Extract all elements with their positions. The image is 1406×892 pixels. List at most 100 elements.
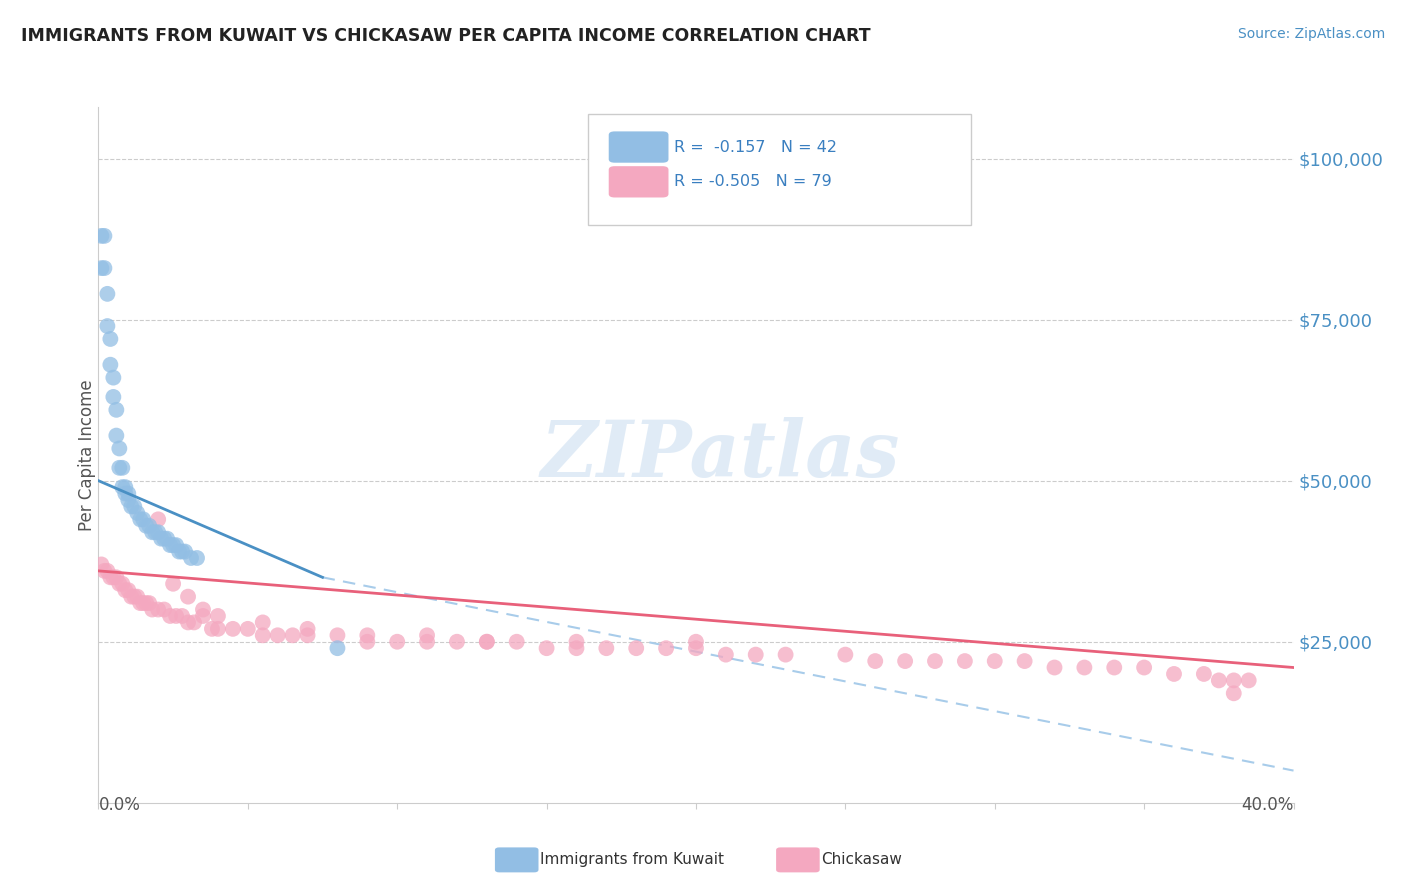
Text: Chickasaw: Chickasaw: [821, 853, 903, 867]
Point: [117, 493, 139, 508]
Point: [685, 634, 707, 648]
Point: [93, 261, 115, 276]
Point: [475, 634, 498, 648]
Point: [103, 390, 125, 404]
Point: [326, 641, 349, 656]
Point: [385, 634, 409, 648]
Point: [180, 551, 202, 566]
Point: [105, 402, 128, 417]
Point: [143, 525, 166, 540]
Point: [150, 532, 173, 546]
Point: [745, 648, 768, 662]
Point: [222, 622, 245, 636]
Point: [953, 654, 976, 668]
Point: [96, 286, 118, 301]
Point: [356, 628, 378, 642]
Point: [297, 628, 319, 642]
Point: [565, 634, 588, 648]
Point: [326, 628, 349, 642]
Point: [111, 576, 134, 591]
Point: [129, 512, 152, 526]
Point: [127, 590, 149, 604]
Point: [1223, 673, 1246, 688]
Point: [655, 641, 678, 656]
Point: [416, 628, 439, 642]
Point: [129, 596, 152, 610]
Point: [475, 634, 498, 648]
Point: [191, 609, 214, 624]
Point: [356, 634, 378, 648]
Point: [297, 622, 319, 636]
Point: [924, 654, 946, 668]
Point: [138, 518, 160, 533]
Point: [111, 460, 134, 475]
Point: [90, 558, 112, 572]
Point: [135, 518, 157, 533]
Text: R = -0.505   N = 79: R = -0.505 N = 79: [675, 174, 832, 189]
FancyBboxPatch shape: [588, 114, 970, 226]
Point: [148, 512, 170, 526]
Point: [1014, 654, 1036, 668]
Point: [191, 602, 214, 616]
Point: [132, 512, 155, 526]
Text: 0.0%: 0.0%: [98, 797, 141, 814]
Point: [177, 615, 200, 630]
Point: [207, 622, 229, 636]
Y-axis label: Per Capita Income: Per Capita Income: [79, 379, 96, 531]
Point: [174, 544, 197, 558]
Point: [685, 641, 707, 656]
Point: [135, 596, 157, 610]
Point: [595, 641, 617, 656]
Point: [141, 525, 163, 540]
Point: [117, 583, 139, 598]
Point: [156, 532, 179, 546]
Point: [865, 654, 887, 668]
Point: [165, 538, 187, 552]
Point: [1104, 660, 1126, 674]
Point: [1192, 667, 1215, 681]
Point: [536, 641, 558, 656]
Point: [1073, 660, 1095, 674]
Point: [90, 261, 112, 276]
Text: Immigrants from Kuwait: Immigrants from Kuwait: [540, 853, 724, 867]
Point: [153, 602, 176, 616]
Point: [267, 628, 290, 642]
Point: [103, 570, 125, 584]
Point: [93, 228, 115, 243]
Point: [775, 648, 797, 662]
Point: [714, 648, 737, 662]
Point: [894, 654, 917, 668]
Point: [281, 628, 304, 642]
Point: [148, 525, 170, 540]
Point: [165, 609, 187, 624]
Point: [506, 634, 529, 648]
Point: [983, 654, 1005, 668]
Point: [1208, 673, 1230, 688]
Point: [252, 615, 274, 630]
Point: [624, 641, 647, 656]
FancyBboxPatch shape: [609, 166, 668, 197]
Point: [108, 576, 131, 591]
Point: [120, 500, 142, 514]
Point: [172, 544, 194, 558]
Point: [416, 634, 439, 648]
Point: [167, 544, 190, 558]
Point: [153, 532, 176, 546]
Point: [120, 590, 142, 604]
Point: [124, 590, 146, 604]
Point: [114, 486, 136, 500]
Point: [105, 428, 128, 442]
Point: [159, 609, 181, 624]
Point: [114, 583, 136, 598]
Point: [1223, 686, 1246, 700]
Point: [446, 634, 468, 648]
Point: [148, 602, 170, 616]
Point: [162, 576, 184, 591]
Point: [90, 228, 112, 243]
Point: [103, 370, 125, 384]
Text: ZIPatlas: ZIPatlas: [540, 417, 900, 493]
FancyBboxPatch shape: [609, 131, 668, 162]
Point: [201, 622, 224, 636]
Point: [252, 628, 274, 642]
Point: [96, 564, 118, 578]
